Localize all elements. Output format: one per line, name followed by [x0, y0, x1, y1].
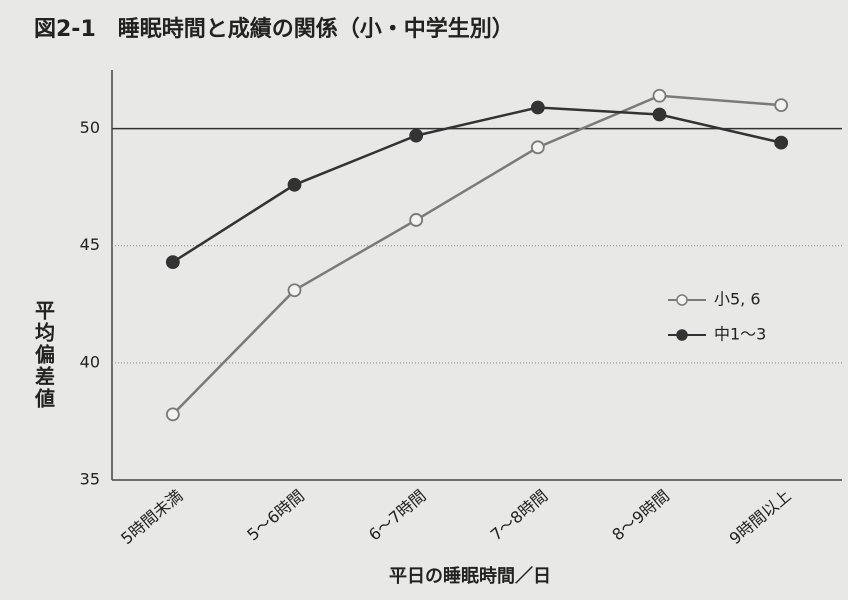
legend-label: 中1～3	[714, 325, 766, 344]
chart-title: 図2-1 睡眠時間と成績の関係（小・中学生別）	[34, 16, 514, 42]
data-point	[530, 100, 545, 115]
legend-marker	[676, 294, 688, 306]
data-point	[774, 135, 789, 150]
data-point	[530, 140, 545, 155]
legend-marker	[676, 329, 688, 341]
y-axis-label: 平均偏差値	[32, 300, 56, 410]
data-point	[165, 255, 180, 270]
data-point	[287, 283, 302, 298]
series-line	[171, 94, 782, 416]
x-axis-label: 平日の睡眠時間／日	[389, 566, 551, 587]
data-point	[165, 407, 180, 422]
series-line	[172, 106, 782, 264]
y-tick-label: 40	[80, 352, 100, 371]
y-tick-label: 50	[80, 118, 100, 137]
data-point	[409, 128, 424, 143]
data-point	[774, 98, 789, 113]
legend-label: 小5, 6	[714, 290, 761, 309]
data-point	[652, 107, 667, 122]
data-point	[652, 88, 667, 103]
y-tick-label: 35	[80, 470, 100, 489]
data-point	[409, 213, 424, 227]
data-point	[287, 177, 302, 192]
y-tick-label: 45	[80, 235, 100, 254]
